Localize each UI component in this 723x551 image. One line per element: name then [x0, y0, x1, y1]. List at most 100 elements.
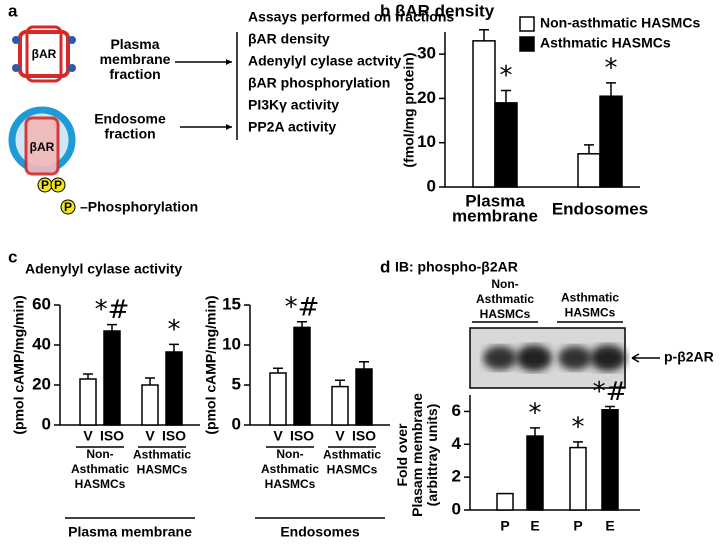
panel-letter: a — [8, 1, 18, 20]
chart-title: IB: phospho-β2AR — [395, 259, 518, 275]
error-bar — [606, 82, 616, 97]
fraction-label: Endosome fraction — [94, 110, 166, 141]
bracket — [175, 32, 238, 140]
blot-label: p-β2AR — [664, 349, 714, 365]
y-tick-label: 40 — [32, 334, 51, 353]
y-tick-label: 60 — [32, 294, 51, 313]
error-bar — [169, 343, 179, 352]
bar — [355, 368, 373, 426]
panel-letter: d — [380, 257, 390, 276]
fraction-label: Plasma membrane fraction — [100, 36, 171, 82]
bar — [526, 435, 544, 511]
annotation: *# — [285, 292, 320, 322]
bar — [569, 446, 587, 511]
receptor-plasma — [12, 25, 76, 83]
group-label: Asthmatic HASMCs — [133, 448, 191, 477]
x-tick-label: V — [273, 428, 283, 444]
y-tick-label: 10 — [222, 334, 241, 353]
x-tick-label: V — [83, 428, 93, 444]
x-tick-label: P — [500, 518, 509, 534]
y-axis-label: (pmol cAMP/mg/min) — [203, 295, 219, 434]
x-tick-label: ISO — [290, 428, 314, 444]
annotation: * — [500, 61, 513, 91]
error-bar — [605, 405, 615, 410]
error-bar — [530, 427, 540, 437]
x-tick-label: ISO — [100, 428, 124, 444]
annotation: * — [529, 398, 542, 428]
y-axis-label: (fmol/mg protein) — [401, 52, 417, 167]
bar — [293, 326, 311, 426]
x-tick-label: V — [335, 428, 345, 444]
y-tick-label: 10 — [417, 132, 436, 151]
annotation: *# — [593, 377, 628, 407]
x-tick-label: Endosomes — [552, 199, 648, 218]
annotation: *# — [95, 295, 130, 325]
bar — [331, 385, 349, 426]
error-bar — [145, 377, 155, 385]
error-bar — [479, 29, 489, 41]
y-tick-label: 30 — [417, 44, 436, 63]
bar — [165, 351, 183, 426]
annotation: * — [605, 53, 618, 83]
y-tick-label: 0 — [452, 499, 461, 518]
chart-title: Adenylyl cylase activity — [25, 261, 182, 277]
legend-swatch — [519, 36, 535, 52]
bar — [141, 384, 159, 426]
y-tick-label: 20 — [417, 88, 436, 107]
assay: PI3Kγ activity — [248, 97, 339, 113]
bar — [494, 102, 518, 188]
phospho-symbol: P — [54, 178, 62, 192]
diagram-title: Assays performed on fractions — [248, 9, 454, 25]
y-tick-label: 0 — [232, 414, 241, 433]
y-tick-label: 20 — [32, 374, 51, 393]
blot-arrow — [631, 353, 660, 363]
assay: βAR density — [248, 31, 330, 47]
bar — [269, 372, 287, 426]
y-axis-label: (pmol cAMP/mg/min) — [11, 295, 27, 434]
legend-label: Asthmatic HASMCs — [540, 35, 671, 51]
error-bar — [573, 441, 583, 448]
error-bar — [335, 379, 345, 387]
bar — [496, 492, 514, 511]
bar — [472, 40, 496, 188]
assay: Adenylyl cylase actvity — [248, 53, 402, 69]
arrowheads — [226, 59, 232, 130]
x-tick-label: Plasma membrane — [452, 192, 538, 226]
x-tick-label: V — [145, 428, 155, 444]
bar — [601, 409, 619, 511]
y-tick-label: 0 — [42, 414, 51, 433]
bar — [79, 378, 97, 426]
x-tick-label: E — [605, 518, 614, 534]
receptor-label: βAR — [32, 47, 57, 61]
bar — [599, 95, 623, 188]
error-bar — [107, 323, 117, 331]
error-bar — [359, 361, 369, 369]
error-bar — [273, 367, 283, 373]
blot-group-label: Asthmatic HASMCs — [561, 291, 619, 320]
error-bar — [297, 321, 307, 328]
x-tick-label: E — [530, 518, 539, 534]
annotation: * — [572, 412, 585, 442]
error-bar — [501, 89, 511, 103]
group-label: Non-Asthmatic HASMCs — [71, 447, 129, 491]
legend-swatch — [519, 16, 535, 32]
endosome — [8, 106, 76, 215]
blot — [469, 327, 626, 389]
panel-letter: c — [8, 247, 17, 266]
annotation: * — [168, 315, 181, 345]
phospho-symbol: P — [64, 200, 72, 214]
legend-text: –Phosphorylation — [80, 199, 198, 215]
y-tick-label: 0 — [427, 176, 436, 195]
receptor-label: βAR — [30, 140, 55, 154]
bar — [103, 330, 121, 426]
y-tick-label: 6 — [452, 401, 461, 420]
legend-label: Non-asthmatic HASMCs — [540, 15, 700, 31]
panel-letter: b — [380, 1, 390, 20]
bar — [577, 153, 601, 188]
x-tick-label: P — [573, 518, 582, 534]
y-tick-label: 15 — [222, 294, 241, 313]
x-tick-label: ISO — [162, 428, 186, 444]
y-tick-label: 4 — [452, 434, 462, 453]
phospho-symbol: P — [41, 178, 49, 192]
